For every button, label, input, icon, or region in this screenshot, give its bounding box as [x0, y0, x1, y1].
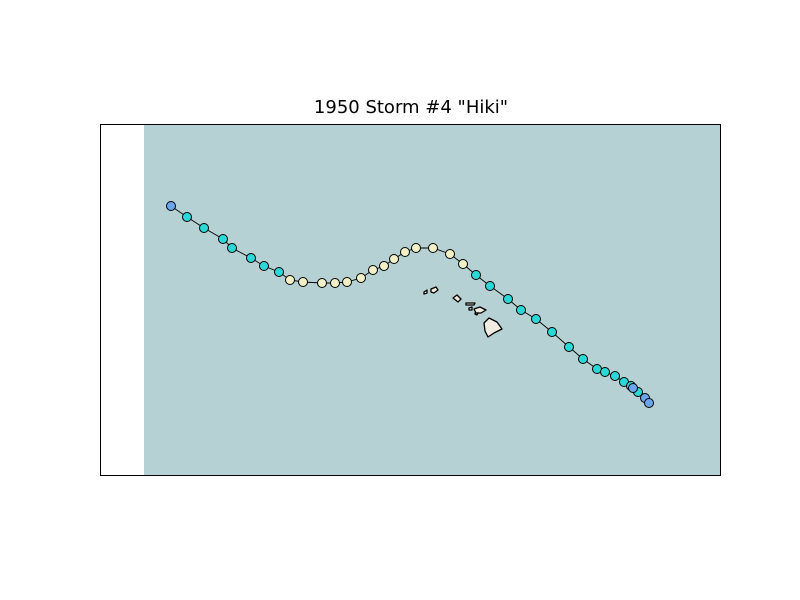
track-point-hurricane	[356, 273, 366, 283]
track-point-tropical-storm	[485, 281, 495, 291]
track-point-hurricane	[379, 261, 389, 271]
track-point-hurricane	[428, 243, 438, 253]
track-point-tropical-storm	[600, 367, 610, 377]
island-oahu	[452, 294, 462, 303]
track-point-hurricane	[298, 277, 308, 287]
track-point-hurricane	[400, 247, 410, 257]
island-maui	[473, 306, 487, 314]
track-point-tropical-storm	[564, 342, 574, 352]
track-point-tropical-storm	[471, 270, 481, 280]
ocean	[144, 124, 720, 476]
island-molokai	[465, 302, 476, 306]
track-point-tropical-storm	[547, 327, 557, 337]
track-point-hurricane	[411, 243, 421, 253]
track-point-depression	[644, 398, 654, 408]
map-title: 1950 Storm #4 "Hiki"	[313, 97, 509, 118]
track-point-hurricane	[458, 259, 468, 269]
map-frame	[100, 124, 721, 476]
track-point-tropical-storm	[578, 354, 588, 364]
track-point-tropical-storm	[246, 253, 256, 263]
track-point-hurricane	[389, 254, 399, 264]
track-point-hurricane	[285, 275, 295, 285]
hawaiian-islands	[423, 286, 503, 338]
track-point-tropical-storm	[218, 234, 228, 244]
track-point-hurricane	[445, 249, 455, 259]
track-point-hurricane	[317, 278, 327, 288]
island-kahoolawe	[474, 312, 479, 316]
island-lanai	[468, 306, 473, 311]
storm-track-points	[166, 201, 654, 408]
track-point-depression	[166, 201, 176, 211]
track-point-tropical-storm	[182, 212, 192, 222]
track-point-tropical-storm	[199, 223, 209, 233]
track-point-hurricane	[368, 265, 378, 275]
track-point-tropical-storm	[274, 267, 284, 277]
island-hawaii	[483, 317, 503, 338]
track-point-depression	[628, 383, 638, 393]
track-point-tropical-storm	[503, 294, 513, 304]
island-kauai	[430, 286, 439, 294]
track-point-tropical-storm	[531, 314, 541, 324]
track-point-hurricane	[330, 278, 340, 288]
track-point-tropical-storm	[259, 261, 269, 271]
track-point-tropical-storm	[227, 243, 237, 253]
track-point-tropical-storm	[610, 371, 620, 381]
track-point-hurricane	[342, 277, 352, 287]
island-niihau	[423, 289, 428, 295]
track-point-tropical-storm	[516, 305, 526, 315]
